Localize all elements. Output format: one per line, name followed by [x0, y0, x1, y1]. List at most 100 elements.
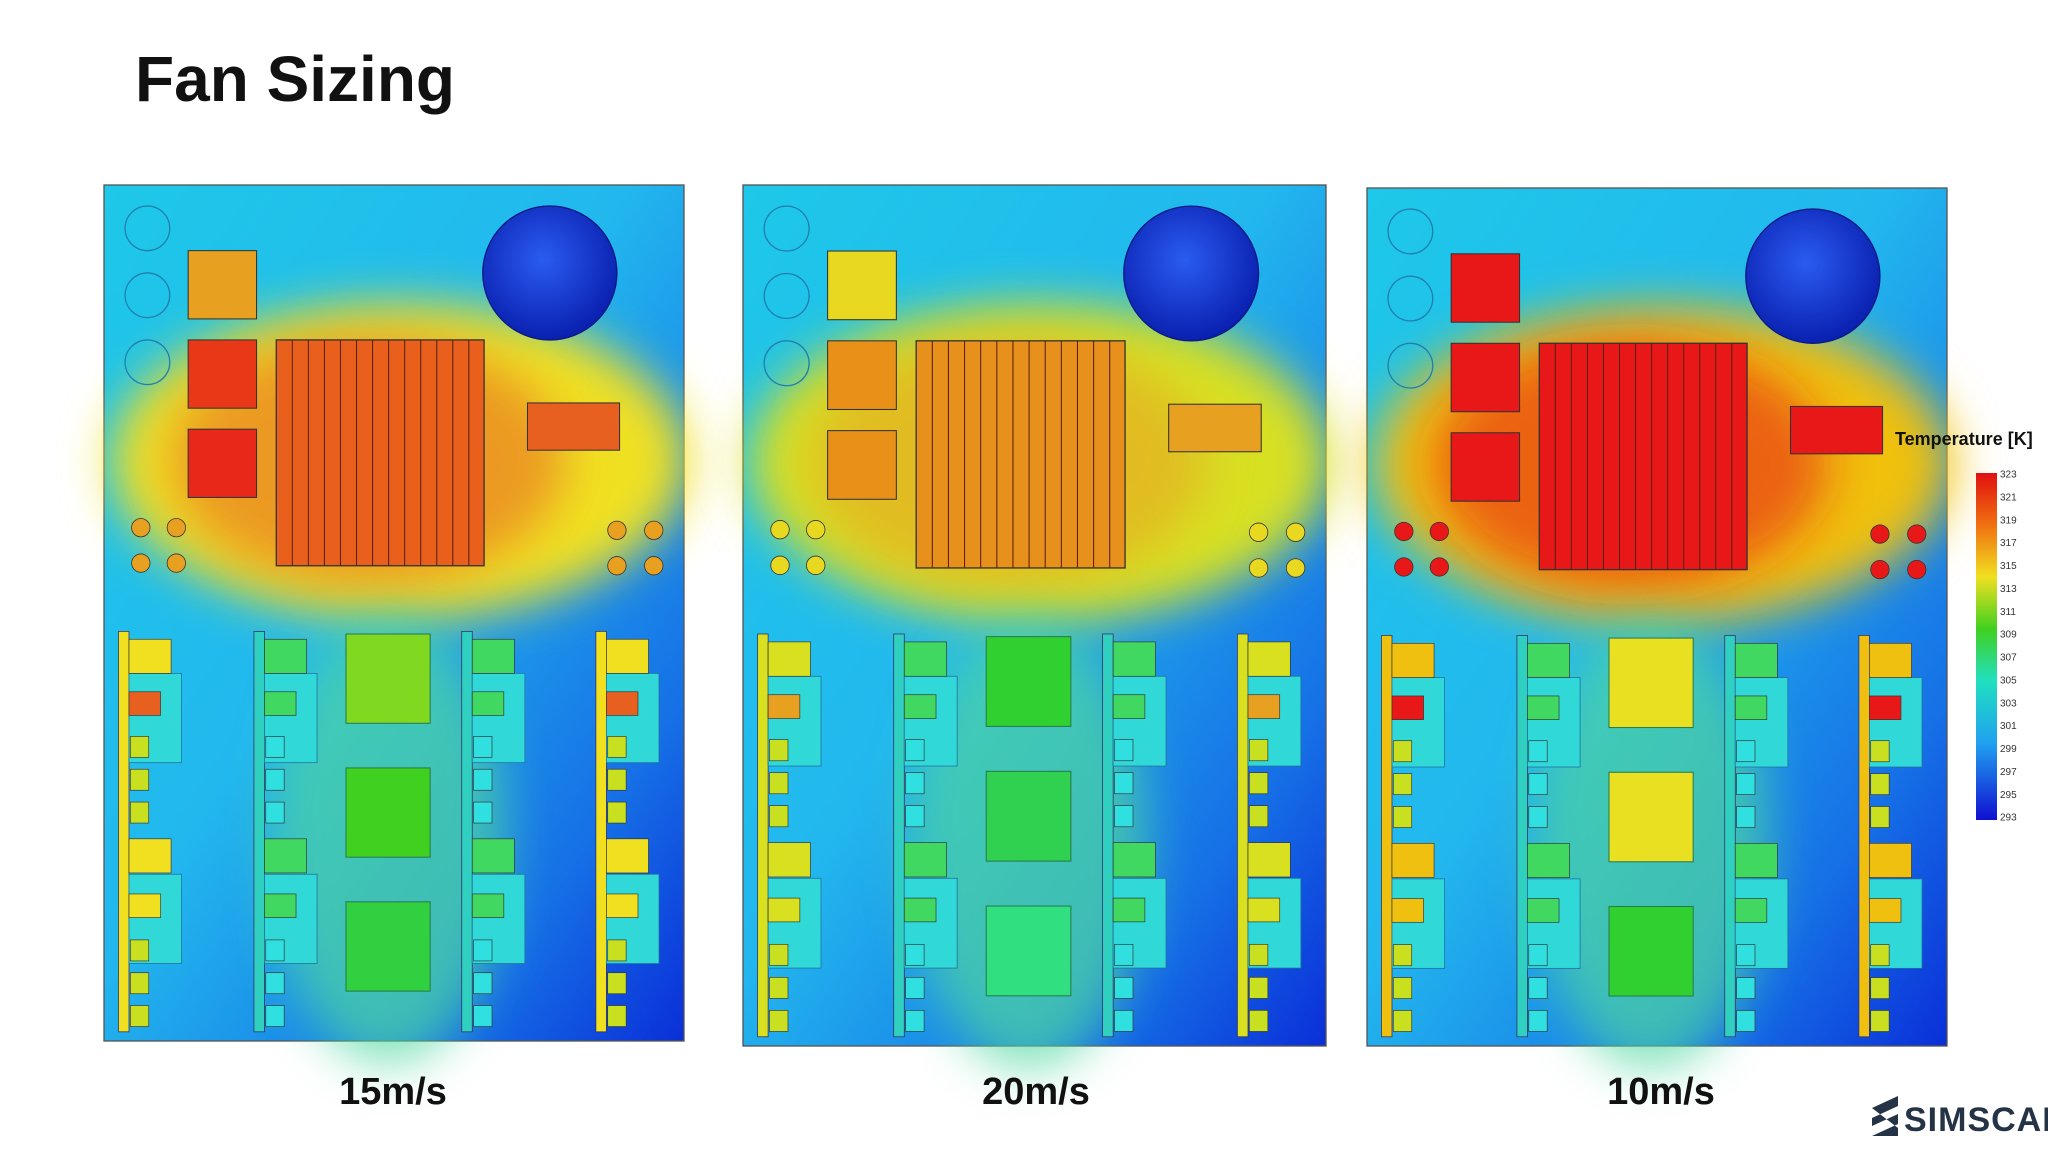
capacitor: [265, 939, 285, 962]
chip: [1608, 637, 1694, 729]
capacitor: [473, 1005, 493, 1027]
board-strip: [893, 633, 905, 1038]
capacitor: [769, 805, 789, 828]
fan: [1745, 208, 1881, 344]
board-strip: [253, 630, 265, 1033]
component: [187, 339, 258, 409]
module: [1247, 675, 1302, 767]
chip: [985, 905, 1072, 997]
small-part: [131, 553, 151, 573]
ic: [1527, 843, 1570, 878]
capacitor: [1114, 772, 1134, 795]
fan: [1123, 205, 1260, 342]
capacitor: [1114, 739, 1134, 762]
ic: [128, 893, 161, 918]
legend: Temperature [K] 323 321 319 317 315 313 311 309…: [1895, 429, 2033, 824]
ic: [1869, 695, 1902, 720]
board-strip: [118, 630, 130, 1033]
legend-tick: 323: [2000, 470, 2017, 481]
ic: [1391, 695, 1424, 720]
capacitor: [1528, 977, 1548, 999]
ic: [471, 691, 505, 716]
capacitor: [1248, 772, 1269, 795]
capacitor: [905, 1010, 925, 1032]
capacitor: [1528, 773, 1548, 795]
ic: [903, 694, 937, 719]
capacitor: [905, 772, 925, 795]
capacitor: [1528, 944, 1548, 967]
ic: [1112, 641, 1156, 677]
ic: [1391, 642, 1435, 678]
capacitor: [607, 801, 627, 824]
capacitor: [1736, 977, 1756, 999]
capacitor: [769, 943, 789, 966]
capacitor: [1528, 740, 1548, 763]
mount-hole: [763, 340, 810, 387]
capacitor: [905, 977, 925, 999]
panel-label: 20m/s: [982, 1071, 1090, 1113]
component: [187, 250, 258, 320]
ic: [767, 694, 801, 719]
small-part: [770, 520, 790, 540]
capacitor: [473, 801, 493, 824]
capacitor: [265, 736, 285, 758]
board-strip: [1237, 633, 1249, 1038]
legend-tick: 311: [2000, 607, 2016, 618]
mount-hole: [763, 205, 810, 252]
ic: [128, 638, 172, 674]
ic: [471, 893, 505, 918]
capacitor: [265, 972, 285, 995]
connector: [526, 402, 621, 451]
capacitor: [1870, 944, 1890, 967]
panels: 15m/s 20m/s 10m/s: [103, 184, 1953, 1113]
capacitor: [1114, 943, 1134, 966]
component: [827, 250, 897, 321]
ic: [128, 838, 172, 874]
board-strip: [1858, 635, 1870, 1038]
capacitor: [607, 939, 627, 962]
capacitor: [1870, 806, 1890, 828]
ic: [471, 638, 515, 674]
ic: [903, 641, 947, 677]
ic: [1527, 898, 1560, 923]
connector: [1789, 405, 1884, 455]
capacitor: [1736, 1010, 1756, 1032]
legend-tick: 301: [2000, 721, 2017, 732]
small-part: [1285, 558, 1306, 578]
component: [187, 428, 258, 498]
small-part: [607, 520, 627, 540]
capacitor: [905, 805, 925, 828]
ic: [1391, 843, 1435, 878]
heatsink: [1538, 342, 1748, 571]
capacitor: [1248, 943, 1269, 966]
capacitor: [905, 943, 925, 966]
capacitor: [1248, 977, 1269, 999]
small-part: [131, 518, 151, 538]
ic: [264, 638, 307, 674]
mount-hole: [763, 272, 810, 320]
capacitor: [129, 972, 150, 995]
legend-tick: 303: [2000, 698, 2017, 709]
ic: [606, 691, 639, 716]
module: [1112, 877, 1167, 969]
simulation-panel: [742, 184, 1332, 1070]
ic: [1391, 898, 1424, 923]
legend-tick: 313: [2000, 584, 2017, 595]
mount-hole: [1387, 208, 1434, 255]
capacitor: [129, 801, 150, 824]
ic: [1527, 695, 1560, 720]
legend-tick: 307: [2000, 653, 2017, 664]
capacitor: [769, 739, 789, 762]
legend-tick: 319: [2000, 515, 2017, 526]
heatsink: [915, 340, 1126, 569]
ic: [1734, 898, 1768, 923]
ic: [1247, 897, 1281, 923]
component: [1450, 253, 1521, 323]
legend-tick: 295: [2000, 790, 2017, 801]
ic: [264, 838, 307, 874]
ic: [903, 897, 937, 923]
ic: [606, 638, 649, 674]
capacitor: [769, 772, 789, 795]
legend-tick: 297: [2000, 767, 2017, 778]
ic: [1247, 641, 1291, 677]
